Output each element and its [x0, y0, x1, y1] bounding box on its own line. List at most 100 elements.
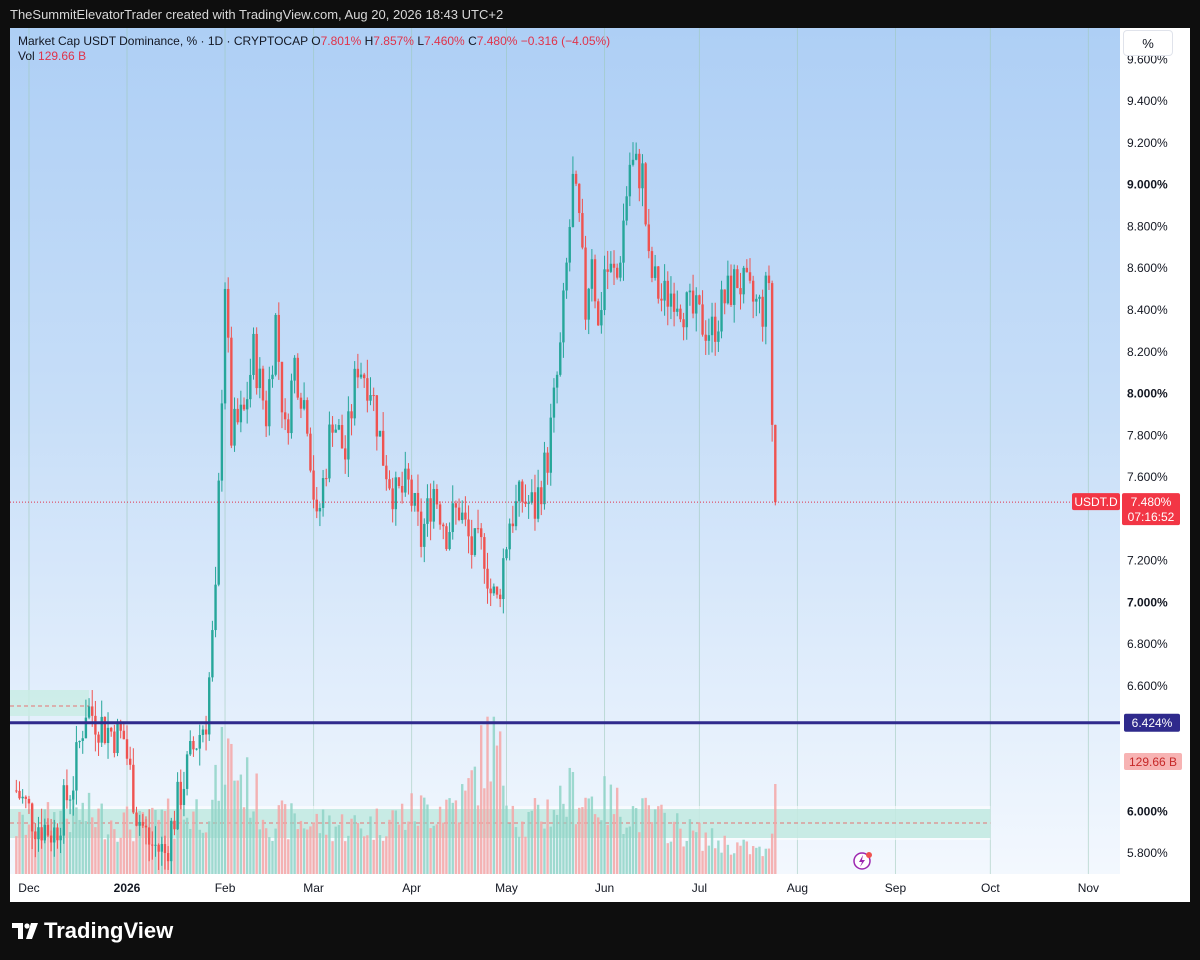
volume-bar	[407, 821, 410, 874]
volume-bar	[457, 822, 461, 874]
volume-bar	[280, 800, 284, 874]
volume-bar	[764, 848, 768, 874]
candle-body	[676, 308, 679, 312]
candle-body	[170, 820, 173, 862]
volume-bar	[755, 847, 758, 874]
candle-body	[315, 499, 318, 512]
symbol-tag-box	[1072, 493, 1120, 511]
candle-body	[356, 368, 360, 378]
candle-body	[476, 528, 480, 530]
candle-body	[132, 764, 135, 813]
candle-body	[59, 835, 62, 841]
candle-body	[615, 267, 619, 278]
volume-bar	[359, 828, 363, 874]
plot-background	[10, 28, 1120, 874]
x-tick-label: Feb	[215, 881, 236, 895]
legend-change: −0.316 (−4.05%)	[520, 34, 611, 48]
legend-volume-row: Vol 129.66 B	[18, 49, 610, 64]
candle-body	[91, 706, 94, 716]
candle-body	[40, 827, 43, 841]
candle-body	[176, 781, 179, 830]
candle-body	[562, 290, 565, 343]
volume-bar	[312, 822, 315, 874]
volume-bar	[546, 799, 549, 874]
volume-bar	[353, 815, 356, 874]
volume-bar	[467, 778, 470, 874]
volume-bar	[704, 832, 707, 874]
candle-body	[328, 424, 331, 479]
candle-body	[116, 721, 119, 754]
y-tick-label: 6.600%	[1127, 679, 1168, 693]
last-price-tag: 7.480%	[1131, 495, 1172, 509]
volume-bar	[208, 821, 211, 874]
y-tick-label: 9.400%	[1127, 94, 1168, 108]
volume-bar	[344, 841, 347, 874]
tradingview-logo[interactable]: TradingView	[12, 918, 173, 944]
candle-body	[264, 400, 268, 427]
volume-bar	[220, 726, 224, 874]
candle-body	[119, 721, 122, 731]
symbol-tag: USDT.D	[1074, 495, 1118, 509]
candle-body	[84, 717, 88, 739]
candle-body	[208, 677, 211, 735]
volume-bar	[451, 802, 454, 874]
candle-body	[511, 523, 515, 527]
candle-body	[653, 266, 657, 278]
volume-bar	[426, 804, 429, 874]
volume-bar	[176, 821, 179, 874]
candle-body	[94, 715, 97, 735]
volume-bar	[584, 797, 587, 874]
volume-bar	[555, 814, 559, 874]
candle-body	[378, 430, 382, 437]
volume-bar	[698, 822, 701, 874]
volume-bar	[366, 835, 369, 874]
candle-body	[53, 827, 56, 843]
candle-body	[160, 844, 163, 852]
candle-body	[682, 319, 685, 328]
volume-bar	[84, 821, 88, 874]
candle-body	[166, 853, 170, 862]
y-tick-label: 8.800%	[1127, 219, 1168, 233]
legend-title: Market Cap USDT Dominance, % · 1D · CRYP…	[18, 34, 308, 48]
candle-body	[157, 844, 160, 852]
candle-body	[34, 831, 37, 840]
candle-body	[49, 835, 53, 843]
candle-body	[587, 288, 590, 320]
candle-body	[426, 498, 429, 524]
chart-frame[interactable]: 9.600% 9.400% 9.200% 9.000% 8.800% 8.600% 8.40…	[10, 28, 1190, 902]
candle-body	[483, 537, 486, 569]
x-tick-label: Nov	[1078, 881, 1099, 895]
candle-body	[87, 706, 91, 718]
volume-bar	[660, 804, 663, 874]
candle-body	[432, 488, 435, 522]
percent-scale-button[interactable]: %	[1123, 30, 1173, 56]
legend-ohlc-row: Market Cap USDT Dominance, % · 1D · CRYP…	[18, 34, 610, 49]
candle-body	[571, 173, 575, 227]
candle-body	[628, 164, 632, 197]
volume-bar	[27, 824, 31, 874]
volume-bar	[650, 822, 654, 874]
volume-bar	[492, 716, 496, 874]
volume-bar	[634, 808, 638, 874]
candle-body	[521, 481, 524, 502]
volume-bar	[644, 797, 647, 874]
x-tick-label: Oct	[981, 881, 1000, 895]
candle-body	[764, 275, 768, 327]
price-chart[interactable]: 9.600%9.400%9.200%9.000%8.800%8.600%8.40…	[10, 28, 1190, 902]
candle-body	[366, 378, 369, 401]
candle-body	[15, 790, 18, 792]
volume-bar	[372, 839, 375, 874]
x-tick-label: Dec	[18, 881, 39, 895]
volume-bar	[505, 805, 508, 874]
volume-bar	[631, 806, 635, 874]
volume-bar	[185, 817, 189, 874]
candle-body	[638, 153, 641, 189]
candle-body	[489, 588, 492, 594]
volume-bar	[223, 784, 227, 874]
candle-body	[631, 159, 635, 165]
volume-bar	[628, 826, 632, 874]
candle-body	[419, 511, 423, 547]
candle-body	[745, 267, 749, 273]
candle-body	[185, 754, 189, 789]
attribution-bar: TheSummitElevatorTrader created with Tra…	[0, 0, 1200, 28]
